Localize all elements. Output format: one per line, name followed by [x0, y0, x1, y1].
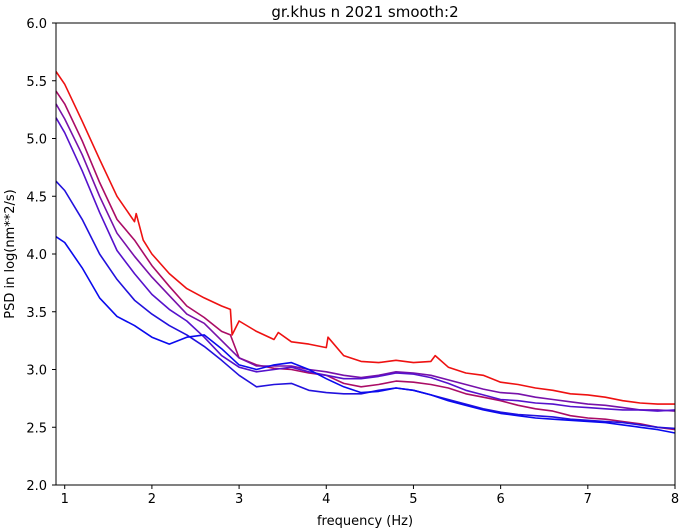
y-tick-label: 2.0: [26, 479, 47, 494]
series-line-5: [55, 180, 676, 430]
y-axis-label: PSD in log(nm**2/s): [3, 189, 18, 319]
y-tick-label: 4.0: [26, 248, 47, 263]
plot-frame: [55, 22, 676, 486]
series-layer: [55, 71, 676, 434]
x-axis: 1 2 3 4 5 6 7 8: [61, 485, 679, 507]
y-tick-label: 3.5: [26, 306, 47, 321]
x-tick-label: 3: [235, 492, 243, 507]
y-tick-label: 2.5: [26, 421, 47, 436]
x-tick-label: 8: [671, 492, 679, 507]
y-tick-label: 6.0: [26, 17, 47, 32]
y-tick-label: 4.5: [26, 190, 47, 205]
x-tick-label: 2: [148, 492, 156, 507]
series-line-2: [55, 90, 676, 431]
series-line-4: [55, 117, 676, 412]
chart-title: gr.khus n 2021 smooth:2: [271, 3, 458, 21]
y-axis: 2.0 2.5 3.0 3.5 4.0 4.5 5.0 5.5 6.0: [26, 17, 56, 494]
x-axis-label: frequency (Hz): [317, 514, 413, 529]
y-tick-label: 5.5: [26, 75, 47, 90]
x-tick-label: 5: [409, 492, 417, 507]
x-tick-label: 7: [584, 492, 592, 507]
x-tick-label: 4: [322, 492, 330, 507]
x-tick-label: 1: [61, 492, 69, 507]
series-line-3: [55, 103, 676, 412]
y-tick-label: 5.0: [26, 133, 47, 148]
y-tick-label: 3.0: [26, 364, 47, 379]
series-line-1: [55, 71, 675, 405]
x-tick-label: 6: [496, 492, 504, 507]
series-line-6: [55, 236, 676, 434]
